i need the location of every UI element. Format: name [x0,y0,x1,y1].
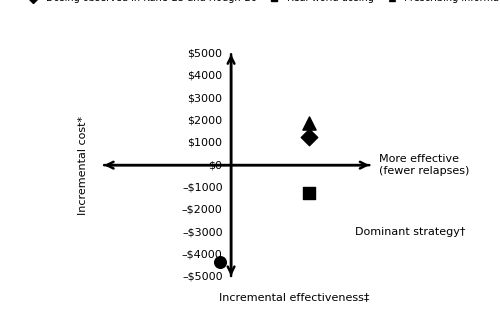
Text: $5000: $5000 [188,49,222,59]
Text: Incremental cost*: Incremental cost* [78,115,88,215]
Text: Incremental effectiveness‡: Incremental effectiveness‡ [220,292,370,302]
Text: $4000: $4000 [188,71,222,81]
Point [304,135,312,140]
Text: –$1000: –$1000 [182,182,222,192]
Text: More effective
(fewer relapses): More effective (fewer relapses) [379,154,470,176]
Point [304,120,312,125]
Text: –$4000: –$4000 [182,249,222,259]
Text: –$3000: –$3000 [182,227,222,237]
Point [304,190,312,196]
Legend: Dosing observed in Kane²25 and Hough²26, Real-world dosing, Prescribing informat: Dosing observed in Kane²25 and Hough²26,… [24,0,500,3]
Text: $2000: $2000 [188,115,222,126]
Text: –$5000: –$5000 [182,272,222,282]
Point [216,260,224,265]
Text: –$2000: –$2000 [182,205,222,215]
Text: $0: $0 [208,160,222,170]
Text: $3000: $3000 [188,93,222,103]
Text: Dominant strategy†: Dominant strategy† [355,227,466,237]
Text: $1000: $1000 [188,138,222,148]
